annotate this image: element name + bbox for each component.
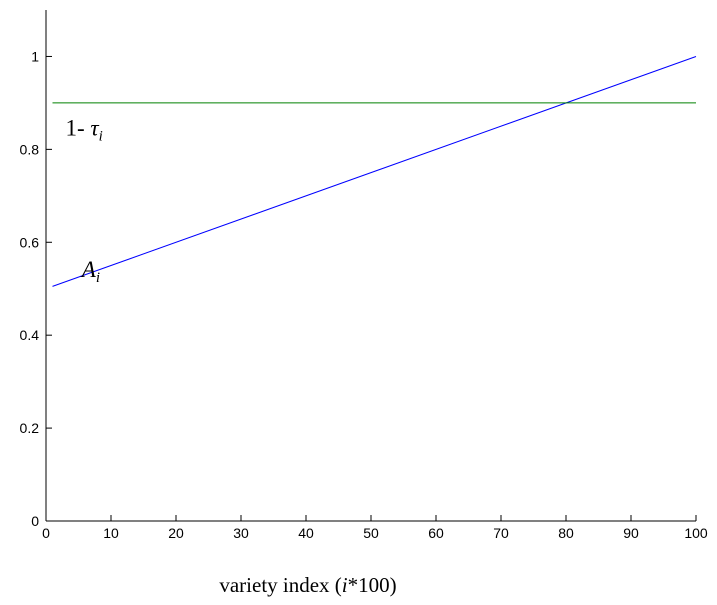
y-tick-label: 0: [31, 513, 39, 529]
y-tick-label: 0.4: [20, 327, 40, 343]
series-line-blue: [52, 56, 697, 287]
annotation-tau-subscript: i: [99, 128, 103, 144]
x-tick-label: 40: [298, 525, 314, 541]
x-tick-label: 90: [623, 525, 639, 541]
y-tick-label: 0.2: [20, 420, 40, 436]
x-tick-label: 30: [233, 525, 249, 541]
annotation-tau: 1- τi: [66, 115, 103, 144]
x-tick-label: 10: [103, 525, 119, 541]
annotation-a: Ai: [80, 257, 100, 286]
x-axis-ticks: 0 10 20 30 40 50 60 70 80 90 100: [42, 515, 708, 541]
axes: [45, 10, 696, 522]
x-tick-label: 0: [42, 525, 50, 541]
x-tick-label: 50: [363, 525, 379, 541]
y-axis-ticks: 0 0.2 0.4 0.6 0.8 1: [20, 48, 52, 529]
x-tick-label: 100: [684, 525, 708, 541]
x-axis-title-suffix: *100): [348, 573, 397, 597]
series-layer: [52, 56, 697, 287]
annotations: 1- τi Ai: [66, 115, 103, 286]
y-tick-label: 1: [31, 48, 39, 64]
y-tick-label: 0.8: [20, 141, 40, 157]
annotation-a-subscript: i: [96, 270, 100, 286]
x-axis-title: variety index (i*100): [219, 573, 396, 597]
x-tick-label: 60: [428, 525, 444, 541]
x-tick-label: 20: [168, 525, 184, 541]
x-axis-title-prefix: variety index (: [219, 573, 341, 597]
annotation-a-symbol: A: [80, 257, 97, 282]
annotation-tau-symbol: τ: [90, 115, 99, 140]
x-tick-label: 70: [493, 525, 509, 541]
x-axis-title-italic: i: [342, 573, 348, 597]
x-tick-label: 80: [558, 525, 574, 541]
y-tick-label: 0.6: [20, 234, 40, 250]
annotation-tau-base: 1-: [66, 115, 91, 140]
